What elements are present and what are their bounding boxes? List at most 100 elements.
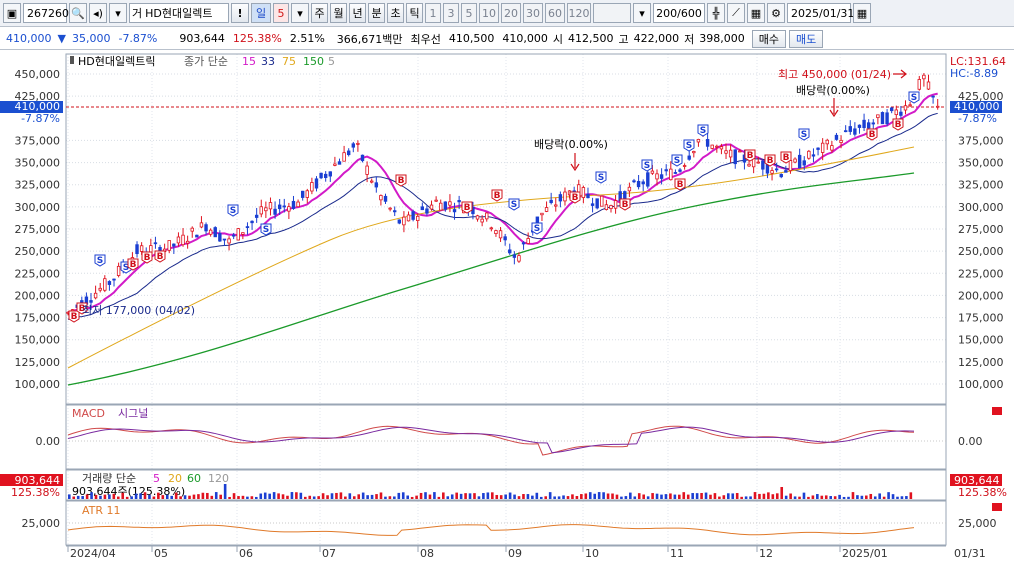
price-tick-label-right: 325,000 <box>958 179 1004 192</box>
stock-name-field[interactable]: 거 HD현대일렉트 <box>129 3 229 23</box>
buy-signal-icon: B <box>744 149 756 162</box>
price-tick-label: 250,000 <box>15 245 61 258</box>
best-ask: 410,500 <box>448 32 495 45</box>
x-tick-label: 07 <box>322 547 336 560</box>
chart-background <box>0 51 1014 562</box>
dividend-annotation-1: 배당락(0.00%) <box>534 138 608 151</box>
volume-inline: 903,644주(125.38%) <box>72 485 185 498</box>
x-tick-label: 2024/04 <box>70 547 116 560</box>
period-week-button[interactable]: 주 <box>311 3 328 23</box>
period-year-button[interactable]: 년 <box>349 3 366 23</box>
price-tick-label-right: 375,000 <box>958 134 1004 147</box>
calendar-icon[interactable]: ▦ <box>853 3 871 23</box>
volume-tag-left: 903,644 <box>15 474 61 487</box>
price-tick-label-right: 225,000 <box>958 267 1004 280</box>
period-month-button[interactable]: 월 <box>330 3 347 23</box>
period-dropdown-icon[interactable]: ▾ <box>291 3 309 23</box>
volume-ratio: 125.38% <box>232 32 282 45</box>
svg-text:B: B <box>494 191 501 201</box>
period-tick-button[interactable]: 틱 <box>406 3 423 23</box>
x-tick-label: 06 <box>239 547 253 560</box>
period-minute-button[interactable]: 분 <box>368 3 385 23</box>
stock-name-prefix: 거 <box>132 7 143 20</box>
svg-text:B: B <box>464 203 471 213</box>
volume-pct-left: 125.38% <box>11 486 60 499</box>
minute-10-button[interactable]: 10 <box>479 3 499 23</box>
data-count-field[interactable]: 200/600 <box>653 3 705 23</box>
x-tick-label: 11 <box>670 547 684 560</box>
price-tick-label: 425,000 <box>15 90 61 103</box>
price-panel: 450,000 425,000 375,000 350,000 325,000 300,0… <box>0 53 1006 545</box>
price-tick-label: 175,000 <box>15 312 61 325</box>
minute-5-button[interactable]: 5 <box>461 3 477 23</box>
price-tick-label-right: 425,000 <box>958 90 1004 103</box>
price-tick-label: 325,000 <box>15 179 61 192</box>
ma15-legend: 15 <box>242 55 256 68</box>
x-tick-label: 05 <box>154 547 168 560</box>
custom-period-input[interactable] <box>593 3 631 23</box>
buy-button[interactable]: 매수 <box>751 29 787 48</box>
current-price: 410,000 <box>6 32 52 45</box>
buy-signal-icon: B <box>892 118 904 131</box>
sell-signal-icon: S <box>697 124 709 137</box>
price-legend-name: HD현대일렉트릭 <box>78 54 155 68</box>
buy-signal-icon: B <box>141 251 153 264</box>
best-ask-label: 최우선 <box>410 32 441 46</box>
sell-signal-icon: S <box>595 171 607 184</box>
price-tick-label: 225,000 <box>15 267 61 280</box>
current-price-right: 410,000 <box>954 100 1000 113</box>
gear-icon[interactable]: ⚙ <box>767 3 785 23</box>
stock-code-input[interactable]: 267260 <box>23 3 69 23</box>
buy-signal-icon: B <box>764 154 776 167</box>
buy-signal-icon: B <box>154 250 166 263</box>
period-day-button[interactable]: 일 <box>251 3 271 23</box>
custom-period-dropdown-icon[interactable]: ▾ <box>633 3 651 23</box>
high-arrow-icon <box>893 69 907 79</box>
svg-text:B: B <box>79 304 86 314</box>
svg-text:B: B <box>895 120 902 130</box>
current-price-left: 410,000 <box>15 100 61 113</box>
speaker-icon[interactable]: ◂) <box>89 3 107 23</box>
search-icon[interactable]: 🔍 <box>69 3 87 23</box>
best-bid: 410,000 <box>502 32 548 45</box>
minute-20-button[interactable]: 20 <box>501 3 521 23</box>
vol-ma5-legend: 5 <box>153 472 160 485</box>
ma33-line <box>67 112 938 320</box>
price-tick-label: 150,000 <box>15 334 61 347</box>
price-tick-label: 375,000 <box>15 134 61 147</box>
save-icon[interactable]: ▦ <box>747 3 765 23</box>
period-value-input[interactable]: 5 <box>273 3 289 23</box>
atr-panel: ATR 11 25,000 25,000 <box>22 500 1002 546</box>
dividend-arrow-2-icon <box>829 98 839 118</box>
x-tick-label: 12 <box>759 547 773 560</box>
buy-signal-icon: B <box>491 189 503 202</box>
svg-text:B: B <box>398 176 405 186</box>
alert-button[interactable]: ! <box>231 3 249 23</box>
sell-signal-icon: S <box>683 139 695 152</box>
price-tick-label-right: 250,000 <box>958 245 1004 258</box>
minute-3-button[interactable]: 3 <box>443 3 459 23</box>
crosshair-icon[interactable]: ╬ <box>707 3 725 23</box>
price-chart[interactable]: 450,000 425,000 375,000 350,000 325,000 300,0… <box>0 51 1014 562</box>
draw-tool-icon[interactable]: ⟋ <box>727 3 745 23</box>
price-tick-label-right: 100,000 <box>958 378 1004 391</box>
period-second-button[interactable]: 초 <box>387 3 404 23</box>
quote-bar: 410,000 ▼ 35,000 -7.87% 903,644 125.38% … <box>0 28 1014 50</box>
volume-panel: 거래량 단순 5 20 60 120 903,644주(125.38%) 903… <box>0 469 1007 501</box>
dropdown-icon[interactable]: ▾ <box>109 3 127 23</box>
minute-120-button[interactable]: 120 <box>567 3 591 23</box>
svg-text:S: S <box>97 256 103 266</box>
minute-60-button[interactable]: 60 <box>545 3 565 23</box>
trade-amount: 366,671백만 <box>336 32 403 46</box>
date-field[interactable]: 2025/01/31 <box>787 3 854 23</box>
sell-button[interactable]: 매도 <box>789 29 824 48</box>
volume-tag-right: 903,644 <box>954 474 1000 487</box>
svg-text:B: B <box>130 260 137 270</box>
chart-toolbar: ▣ 267260 🔍 ◂) ▾ 거 HD현대일렉트 ! 일 5 ▾ 주 월 년 … <box>0 0 1014 27</box>
minute-1-button[interactable]: 1 <box>425 3 441 23</box>
dividend-arrow-1-icon <box>570 153 580 172</box>
ma150-line <box>67 172 915 386</box>
minute-30-button[interactable]: 30 <box>523 3 543 23</box>
svg-text:S: S <box>123 263 129 273</box>
window-icon[interactable]: ▣ <box>3 3 21 23</box>
